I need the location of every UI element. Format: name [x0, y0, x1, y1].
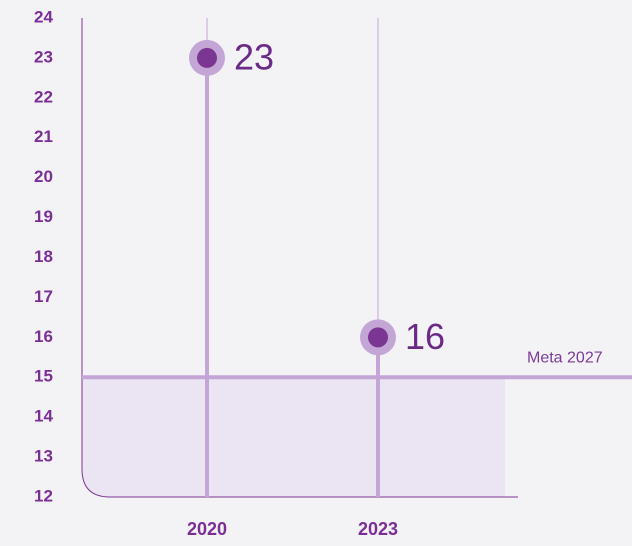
y-tick-label: 12: [34, 486, 53, 505]
dot: [368, 327, 388, 348]
y-tick-label: 23: [34, 47, 53, 66]
value-label: 23: [234, 36, 274, 77]
y-tick-label: 22: [34, 87, 53, 106]
y-tick-label: 17: [34, 287, 53, 306]
y-tick-label: 14: [34, 407, 53, 426]
target-area: [82, 377, 505, 497]
y-tick-label: 19: [34, 207, 53, 226]
y-tick-label: 24: [34, 7, 53, 26]
y-tick-label: 20: [34, 167, 53, 186]
x-tick-label: 2023: [358, 519, 398, 539]
target-label: Meta 2027: [527, 349, 603, 366]
y-tick-label: 15: [34, 367, 53, 386]
y-tick-label: 16: [34, 327, 53, 346]
y-tick-label: 21: [34, 127, 53, 146]
y-tick-label: 13: [34, 447, 53, 466]
value-label: 16: [405, 316, 445, 357]
dot: [197, 47, 217, 68]
y-tick-label: 18: [34, 247, 53, 266]
axis-frame: [81, 18, 518, 498]
x-tick-label: 2020: [187, 519, 227, 539]
